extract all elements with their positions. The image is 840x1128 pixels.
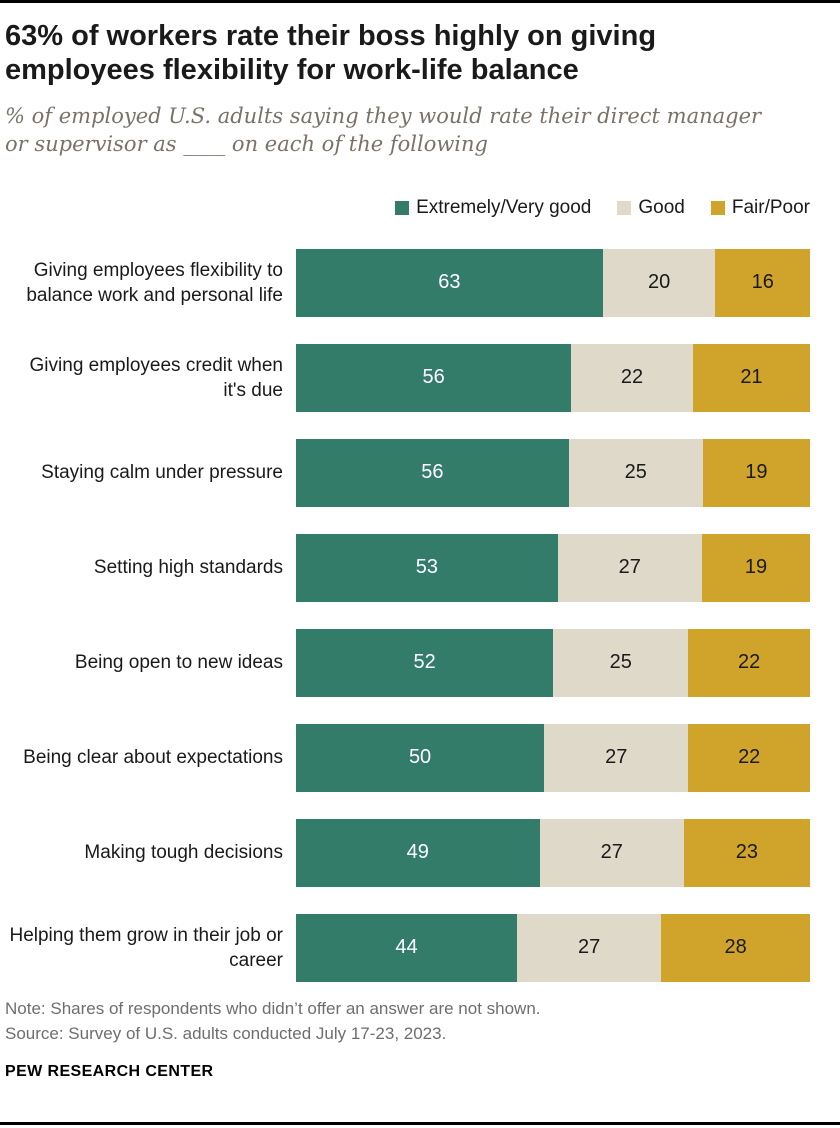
- chart-row: Being open to new ideas 52 25 22: [5, 628, 810, 697]
- bar-value-label: 49: [406, 841, 429, 864]
- chart-row: Giving employees credit when it's due 56 2…: [5, 343, 810, 412]
- pew-research-center-wordmark: PEW RESEARCH CENTER: [5, 1062, 214, 1080]
- stacked-bar: 56 25 19: [296, 438, 810, 507]
- bar-segment-extremely-very-good: 63: [296, 248, 603, 317]
- bar-value-label: 21: [740, 366, 763, 389]
- bar-value-label: 19: [744, 556, 768, 579]
- legend-swatch-icon: [710, 200, 725, 215]
- bar-value-label: 56: [421, 461, 444, 484]
- chart-subtitle: % of employed U.S. adults saying they wo…: [5, 104, 762, 157]
- stacked-bar: 56 22 21: [296, 343, 810, 412]
- stacked-bar: 52 25 22: [296, 628, 810, 697]
- bar-segment-fair-poor: 16: [715, 248, 810, 317]
- bar-value-label: 22: [738, 651, 761, 674]
- bar-segment-good: 20: [602, 248, 716, 317]
- category-label: Giving employees credit when it's due: [29, 354, 283, 401]
- legend-label: Good: [638, 196, 685, 218]
- stacked-bar: 50 27 22: [296, 723, 811, 792]
- bar-segment-extremely-very-good: 52: [296, 628, 554, 697]
- bar-value-label: 20: [648, 271, 671, 294]
- bar-value-label: 22: [620, 366, 644, 389]
- stacked-bar: 53 27 19: [296, 533, 810, 602]
- bar-segment-extremely-very-good: 56: [296, 343, 572, 412]
- content-area: 63% of workers rate their boss highly on…: [0, 3, 840, 1081]
- chart-title: 63% of workers rate their boss highly on…: [5, 20, 657, 87]
- stacked-bar: 49 27 23: [296, 818, 810, 887]
- bar-segment-extremely-very-good: 49: [296, 818, 540, 887]
- bar-value-label: 23: [735, 841, 759, 864]
- top-rule: [0, 0, 840, 3]
- chart-row: Staying calm under pressure 56 25 19: [5, 438, 810, 507]
- legend-item-good: Good: [617, 196, 685, 219]
- bar-segment-extremely-very-good: 56: [296, 438, 569, 507]
- category-label: Giving employees flexibility to balance …: [26, 259, 283, 306]
- bar-value-label: 52: [413, 651, 436, 674]
- bar-value-label: 25: [624, 461, 647, 484]
- legend-item-extremely-very-good: Extremely/Very good: [395, 197, 591, 219]
- legend-swatch-icon: [617, 200, 632, 215]
- bar-segment-good: 27: [544, 723, 689, 792]
- chart-row: Helping them grow in their job or career…: [5, 913, 811, 982]
- legend-label: Extremely/Very good: [416, 196, 592, 218]
- bar-value-label: 25: [609, 651, 632, 674]
- category-label: Making tough decisions: [84, 842, 283, 864]
- bar-segment-extremely-very-good: 44: [296, 913, 518, 982]
- bar-value-label: 27: [600, 841, 623, 864]
- bar-segment-fair-poor: 19: [701, 533, 810, 602]
- chart-row: Making tough decisions 49 27 23: [5, 818, 810, 887]
- chart-row: Giving employees flexibility to balance …: [5, 248, 810, 317]
- bar-segment-fair-poor: 28: [661, 913, 811, 982]
- chart-legend: Extremely/Very good Good Fair/Poor: [5, 197, 810, 219]
- chart-row: Setting high standards 53 27 19: [5, 533, 810, 602]
- bar-value-label: 28: [724, 936, 747, 959]
- bar-segment-fair-poor: 22: [688, 723, 811, 792]
- bar-segment-good: 25: [568, 438, 703, 507]
- category-label: Staying calm under pressure: [41, 462, 283, 484]
- bar-value-label: 63: [438, 271, 461, 294]
- bar-value-label: 22: [738, 746, 761, 769]
- legend-label: Fair/Poor: [731, 196, 810, 218]
- bottom-rule: [0, 1122, 840, 1125]
- category-label: Setting high standards: [93, 557, 283, 579]
- bar-value-label: 27: [578, 936, 601, 959]
- bar-segment-good: 27: [557, 533, 702, 602]
- bar-value-label: 56: [422, 366, 445, 389]
- bar-segment-fair-poor: 21: [692, 343, 810, 412]
- bar-segment-fair-poor: 22: [688, 628, 810, 697]
- source-text: Source: Survey of U.S. adults conducted …: [5, 1024, 447, 1044]
- category-label: Helping them grow in their job or career: [9, 924, 283, 971]
- bar-segment-good: 27: [517, 913, 662, 982]
- stacked-bar: 63 20 16: [296, 248, 810, 317]
- bar-value-label: 19: [745, 461, 768, 484]
- legend-item-fair-poor: Fair/Poor: [710, 196, 810, 219]
- bar-value-label: 27: [618, 556, 641, 579]
- bar-segment-extremely-very-good: 50: [296, 723, 545, 792]
- bar-value-label: 44: [395, 936, 418, 959]
- footnotes: Note: Shares of respondents who didn’t o…: [5, 996, 810, 1047]
- bar-segment-good: 27: [539, 818, 684, 887]
- bar-segment-fair-poor: 23: [683, 818, 810, 887]
- bar-value-label: 27: [605, 746, 628, 769]
- bar-value-label: 50: [408, 746, 432, 769]
- category-label: Being open to new ideas: [74, 652, 283, 674]
- bar-segment-good: 25: [553, 628, 689, 697]
- legend-swatch-icon: [395, 200, 410, 215]
- bar-value-label: 16: [751, 271, 774, 294]
- bar-segment-good: 22: [571, 343, 693, 412]
- bar-segment-extremely-very-good: 53: [296, 533, 558, 602]
- stacked-bar-chart: Giving employees flexibility to balance …: [5, 248, 811, 982]
- bar-value-label: 53: [415, 556, 438, 579]
- stacked-bar: 44 27 28: [296, 913, 811, 982]
- note-text: Note: Shares of respondents who didn’t o…: [5, 998, 541, 1018]
- category-label: Being clear about expectations: [23, 747, 283, 769]
- chart-row: Being clear about expectations 50 27 22: [5, 723, 811, 792]
- bar-segment-fair-poor: 19: [702, 438, 810, 507]
